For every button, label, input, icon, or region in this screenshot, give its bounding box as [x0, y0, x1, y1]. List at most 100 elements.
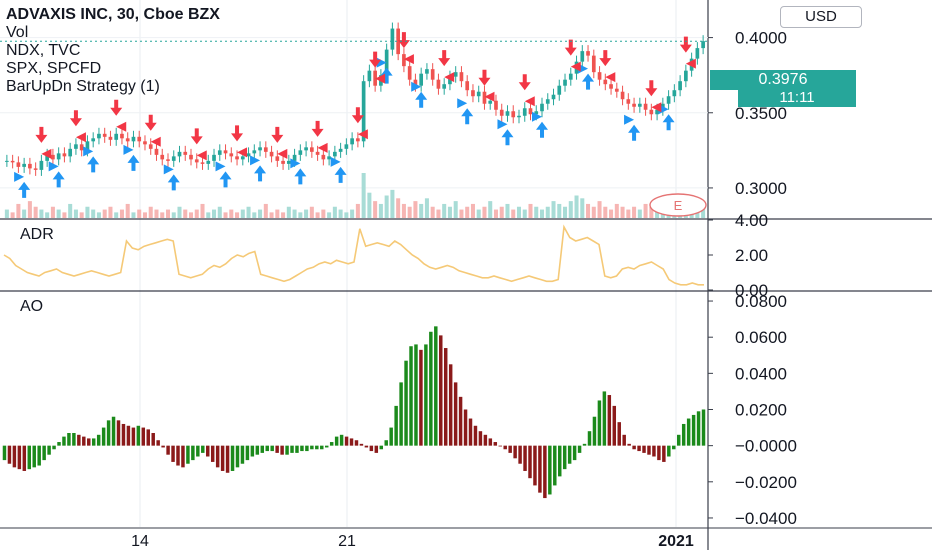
- adr-pane[interactable]: [3, 224, 704, 286]
- ao-bar: [701, 409, 706, 446]
- axis-tick-label: −0.0400: [735, 509, 797, 528]
- currency-button[interactable]: USD: [780, 6, 862, 28]
- volume-bar: [10, 212, 15, 218]
- volume-bar: [447, 206, 452, 218]
- ao-bar: [384, 440, 388, 446]
- candle-body: [120, 133, 124, 139]
- candle-body: [563, 79, 567, 86]
- sell-flag: [116, 121, 127, 132]
- volume-bar: [309, 206, 314, 218]
- volume-bar: [148, 206, 153, 218]
- buy-flag: [624, 114, 635, 125]
- ao-bar: [77, 434, 81, 446]
- time-axis[interactable]: 14 21 2021: [131, 533, 694, 550]
- candle-body: [114, 133, 119, 140]
- candle-body: [396, 28, 400, 55]
- ao-bar: [225, 445, 230, 473]
- candle-body: [97, 133, 101, 139]
- sell-arrow: [351, 107, 364, 124]
- ao-bar: [329, 442, 334, 446]
- candle-body: [637, 103, 642, 107]
- price-pane[interactable]: E: [0, 22, 708, 218]
- volume-bar: [430, 206, 435, 218]
- candle-body: [275, 156, 280, 161]
- candle-body: [540, 103, 544, 112]
- volume-bar: [442, 203, 447, 218]
- volume-bar: [286, 206, 291, 218]
- ao-bar: [567, 445, 572, 464]
- ao-bar: [96, 434, 101, 446]
- ao-bar: [374, 445, 379, 453]
- candle-body: [356, 138, 360, 142]
- axis-tick-label: −0.0000: [735, 437, 797, 456]
- legend-volume[interactable]: Vol: [6, 24, 29, 41]
- candle-body: [367, 70, 372, 82]
- candle-body: [390, 28, 395, 50]
- candle-body: [91, 138, 96, 142]
- candle-body: [448, 76, 452, 85]
- volume-bar: [160, 212, 165, 218]
- volume-bar: [188, 212, 194, 218]
- sell-arrow: [397, 32, 410, 49]
- ao-bar: [17, 445, 22, 470]
- volume-bar: [338, 209, 343, 218]
- buy-arrow: [461, 108, 474, 125]
- candle-body: [217, 150, 222, 155]
- candle-body: [200, 162, 205, 164]
- volume-bar: [321, 209, 326, 218]
- ao-bar: [324, 445, 329, 448]
- legend-ndx[interactable]: NDX, TVC: [6, 42, 81, 59]
- axis-tick-label: 0.0800: [735, 292, 787, 311]
- volume-bar: [217, 206, 222, 218]
- volume-bar: [68, 203, 73, 218]
- buy-arrow: [628, 124, 641, 141]
- buy-flag: [14, 171, 25, 182]
- volume-bar: [470, 203, 475, 218]
- candle-body: [281, 160, 285, 164]
- ao-bar: [453, 382, 458, 446]
- candle-body: [246, 153, 251, 157]
- sell-flag: [150, 136, 161, 147]
- candle-body: [229, 153, 234, 157]
- price-axis[interactable]: 0.4000 0.3500 0.3000 4.00 2.00 0.000.0800 0.06…: [708, 29, 797, 528]
- sell-flag: [651, 102, 662, 113]
- volume-bar: [263, 203, 268, 218]
- volume-bar: [200, 203, 205, 218]
- ao-bar: [443, 348, 448, 446]
- volume-bar: [586, 203, 591, 218]
- symbol-title[interactable]: ADVAXIS INC, 30, Cboe BZX: [6, 6, 220, 23]
- buy-arrow: [662, 114, 675, 131]
- ao-bar: [662, 445, 666, 462]
- volume-bar: [281, 212, 286, 218]
- candle-body: [666, 96, 671, 104]
- candle-body: [10, 160, 15, 163]
- candle-body: [522, 108, 527, 116]
- sell-flag: [196, 150, 207, 161]
- candle-body: [68, 148, 73, 157]
- candle-body: [425, 69, 429, 74]
- candle-body: [223, 150, 228, 154]
- adr-label: ADR: [20, 226, 54, 243]
- ao-bar: [394, 405, 398, 446]
- candle-body: [148, 144, 153, 149]
- ao-bar: [171, 445, 175, 462]
- sell-flag: [317, 142, 328, 153]
- candle-body: [407, 66, 412, 80]
- ao-bar: [106, 420, 111, 446]
- ao-bar: [181, 445, 185, 468]
- ao-bar: [558, 445, 562, 477]
- ao-bar: [275, 445, 279, 453]
- candle-body: [597, 72, 602, 80]
- ao-pane[interactable]: [2, 326, 706, 499]
- legend-strategy[interactable]: BarUpDn Strategy (1): [6, 78, 160, 95]
- volume-bar: [545, 206, 550, 218]
- volume-bar: [85, 206, 90, 218]
- legend-spx[interactable]: SPX, SPCFD: [6, 60, 102, 77]
- ao-bar: [399, 382, 403, 446]
- ao-bar: [632, 445, 636, 450]
- ao-bar: [196, 445, 200, 457]
- buy-arrow: [501, 129, 514, 146]
- ao-bar: [305, 445, 309, 452]
- volume-bar: [102, 209, 107, 218]
- candle-body: [643, 103, 648, 110]
